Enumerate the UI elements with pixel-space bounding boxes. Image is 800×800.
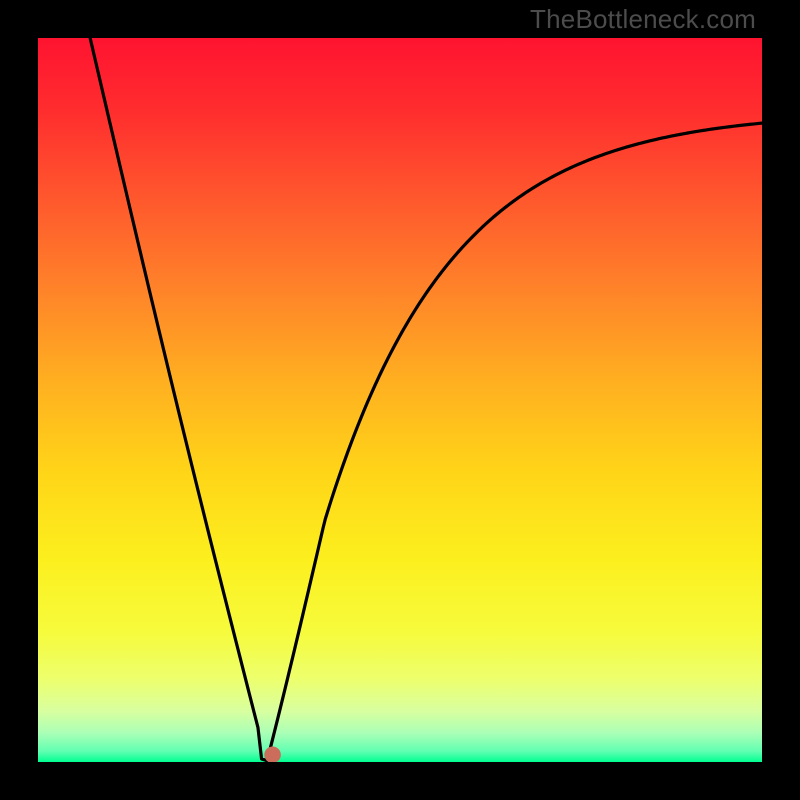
chart-container: TheBottleneck.com bbox=[0, 0, 800, 800]
plot-background bbox=[38, 38, 762, 762]
vertex-marker bbox=[264, 746, 281, 763]
watermark-text: TheBottleneck.com bbox=[530, 4, 756, 35]
bottleneck-chart bbox=[0, 0, 800, 800]
